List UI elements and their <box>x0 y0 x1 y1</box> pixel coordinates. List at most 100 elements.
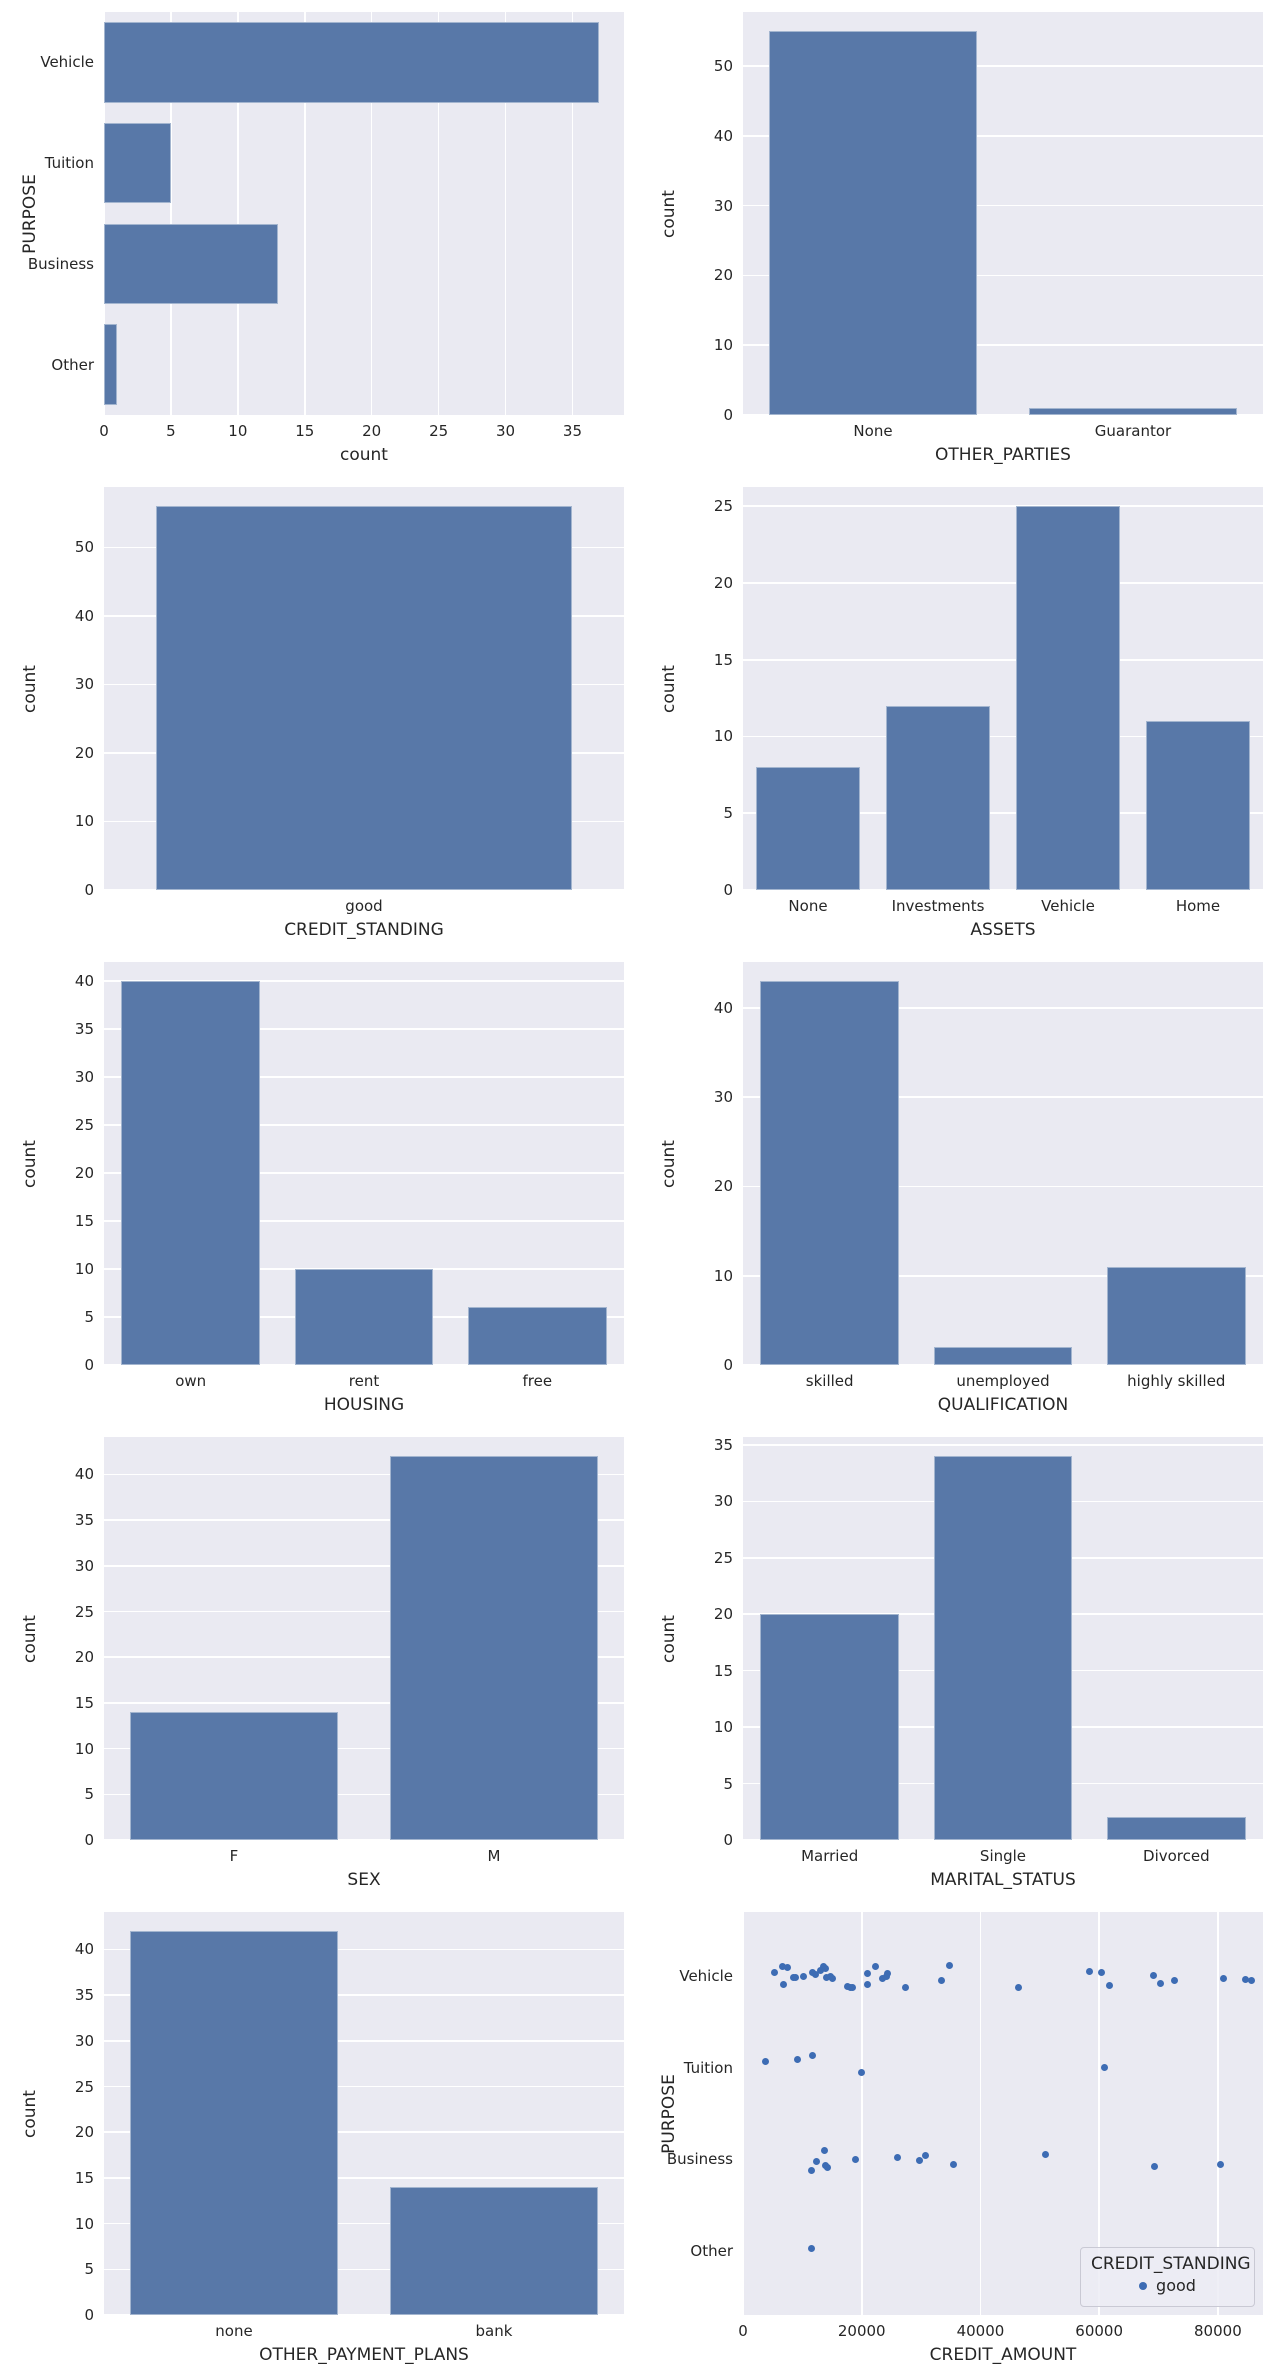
gridline-y <box>743 204 1263 207</box>
scatter-point <box>858 2069 866 2077</box>
x-category-label: good <box>345 897 383 915</box>
gridline-y <box>104 1747 624 1750</box>
subplot-other-payment-plans: OTHER_PAYMENT_PLANS count 0 5 10 15 20 25 30 35 40… <box>0 1900 639 2375</box>
x-category-label: unemployed <box>956 1372 1050 1390</box>
y-tick-label: 40 <box>74 606 94 625</box>
bar-divorced <box>1107 1817 1246 1840</box>
scatter-point <box>945 1961 953 1969</box>
gridline-y <box>104 980 624 982</box>
x-tick-label: 20000 <box>837 2322 886 2340</box>
scatter-point <box>1156 1979 1164 1987</box>
x-category-label: Investments <box>891 897 985 915</box>
gridline-y <box>104 2177 624 2179</box>
y-tick-label: 0 <box>723 1831 733 1849</box>
x-category-label: None <box>788 897 828 915</box>
x-tick-label: 80000 <box>1194 2322 1242 2340</box>
gridline-y <box>743 658 1263 661</box>
scatter-point <box>778 1962 786 1970</box>
gridline-y <box>104 1702 624 1704</box>
y-axis-label-purpose: PURPOSE <box>20 173 40 254</box>
x-axis-label-assets: ASSETS <box>970 920 1036 940</box>
x-category-label: highly skilled <box>1127 1372 1226 1390</box>
scatter-point <box>780 1980 788 1988</box>
scatter-point <box>863 1969 871 1977</box>
y-tick-label: 0 <box>84 881 94 899</box>
x-axis-label-other-parties: OTHER_PARTIES <box>935 445 1071 465</box>
x-tick-label: 60000 <box>1075 2322 1124 2340</box>
gridline-y <box>743 1364 1263 1366</box>
scatter-point <box>792 1973 800 1981</box>
y-tick-label: 10 <box>74 2214 94 2233</box>
y-tick-label: 50 <box>74 538 94 557</box>
bar-f <box>130 1712 338 1840</box>
bar-skilled <box>760 981 899 1365</box>
y-tick-label: 0 <box>723 406 733 424</box>
scatter-point <box>1085 1967 1093 1975</box>
bar-tuition <box>104 122 171 204</box>
scatter-point <box>1014 1983 1022 1991</box>
x-category-label: Married <box>801 1847 859 1865</box>
gridline-y <box>104 1220 624 1222</box>
x-category-label: F <box>229 1847 239 1865</box>
x-axis-label-sex: SEX <box>347 1870 381 1890</box>
subplot-marital-status: MARITAL_STATUS count 0 5 10 15 20 25 30 35 Married… <box>639 1425 1278 1900</box>
scatter-point <box>821 1964 829 1972</box>
bar-none <box>756 767 860 890</box>
legend-item-label: good <box>1156 2276 1196 2295</box>
y-axis-label-credit-amount-by-purpose: PURPOSE <box>659 2073 679 2154</box>
y-tick-label: 50 <box>713 57 733 76</box>
scatter-point <box>771 1968 779 1976</box>
gridline-y <box>104 1994 624 1996</box>
subplot-purpose: count PURPOSE 0 5 10 15 20 25 30 35 Vehicle Tuition… <box>0 0 639 475</box>
bar-highly-skilled <box>1107 1266 1246 1365</box>
y-tick-label: 5 <box>723 1774 733 1793</box>
gridline-y <box>104 2222 624 2225</box>
y-tick-label: 5 <box>723 804 733 823</box>
x-axis-label-purpose: count <box>340 445 388 465</box>
bar-guarantor <box>1029 408 1237 415</box>
y-tick-label: 10 <box>74 1739 94 1758</box>
subplot-sex: SEX count 0 5 10 15 20 25 30 35 40 F M <box>0 1425 639 1900</box>
y-tick-label: 10 <box>713 336 733 355</box>
gridline-y <box>104 2085 624 2088</box>
scatter-point <box>864 1980 872 1988</box>
gridline-y <box>104 1473 624 1476</box>
gridline-y <box>104 1172 624 1174</box>
x-category-label: free <box>522 1372 553 1390</box>
scatter-point <box>1151 2162 1159 2170</box>
bar-none <box>130 1931 338 2315</box>
gridline-y <box>104 2268 624 2271</box>
x-category-label: Divorced <box>1143 1847 1210 1865</box>
scatter-point <box>794 2056 802 2064</box>
gridline-x <box>237 12 239 415</box>
scatter-point <box>761 2058 769 2066</box>
scatter-point <box>1217 2160 1225 2168</box>
gridline-x <box>437 12 440 415</box>
y-tick-label: 30 <box>74 1556 94 1575</box>
scatter-point <box>823 1973 831 1981</box>
scatter-point <box>884 1969 892 1977</box>
gridline-y <box>104 1565 624 1567</box>
scatter-point <box>916 2156 924 2164</box>
gridline-y <box>104 1268 624 1270</box>
gridline-y <box>743 274 1263 277</box>
x-tick-label: 5 <box>166 422 176 440</box>
y-tick-label: 35 <box>74 1020 94 1039</box>
gridline-x <box>303 12 306 415</box>
gridline-y <box>743 505 1263 507</box>
gridline-y <box>104 1948 624 1951</box>
y-tick-label: 0 <box>84 1356 94 1374</box>
x-tick-label: 30 <box>495 422 516 440</box>
y-tick-label: 25 <box>74 2077 94 2096</box>
x-tick-label: 15 <box>295 422 315 440</box>
scatter-point <box>783 1963 791 1971</box>
gridline-y <box>104 1519 624 1521</box>
gridline-y <box>743 1007 1263 1009</box>
y-tick-label: 35 <box>74 1986 94 2005</box>
gridline-y <box>743 1185 1263 1188</box>
x-axis-label-housing: HOUSING <box>323 1395 405 1415</box>
gridline-y <box>104 1364 624 1366</box>
bar-married <box>760 1614 899 1840</box>
y-tick-label: 0 <box>723 1356 733 1374</box>
x-tick-label: 35 <box>562 422 582 440</box>
